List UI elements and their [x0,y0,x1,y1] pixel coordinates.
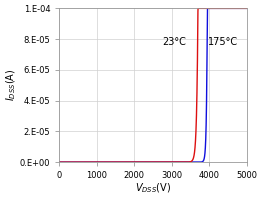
Text: 23°C: 23°C [162,37,186,47]
X-axis label: $V_{DSS}$(V): $V_{DSS}$(V) [135,182,171,195]
Y-axis label: $I_{DSS}$(A): $I_{DSS}$(A) [5,69,18,101]
Text: 175°C: 175°C [209,37,239,47]
